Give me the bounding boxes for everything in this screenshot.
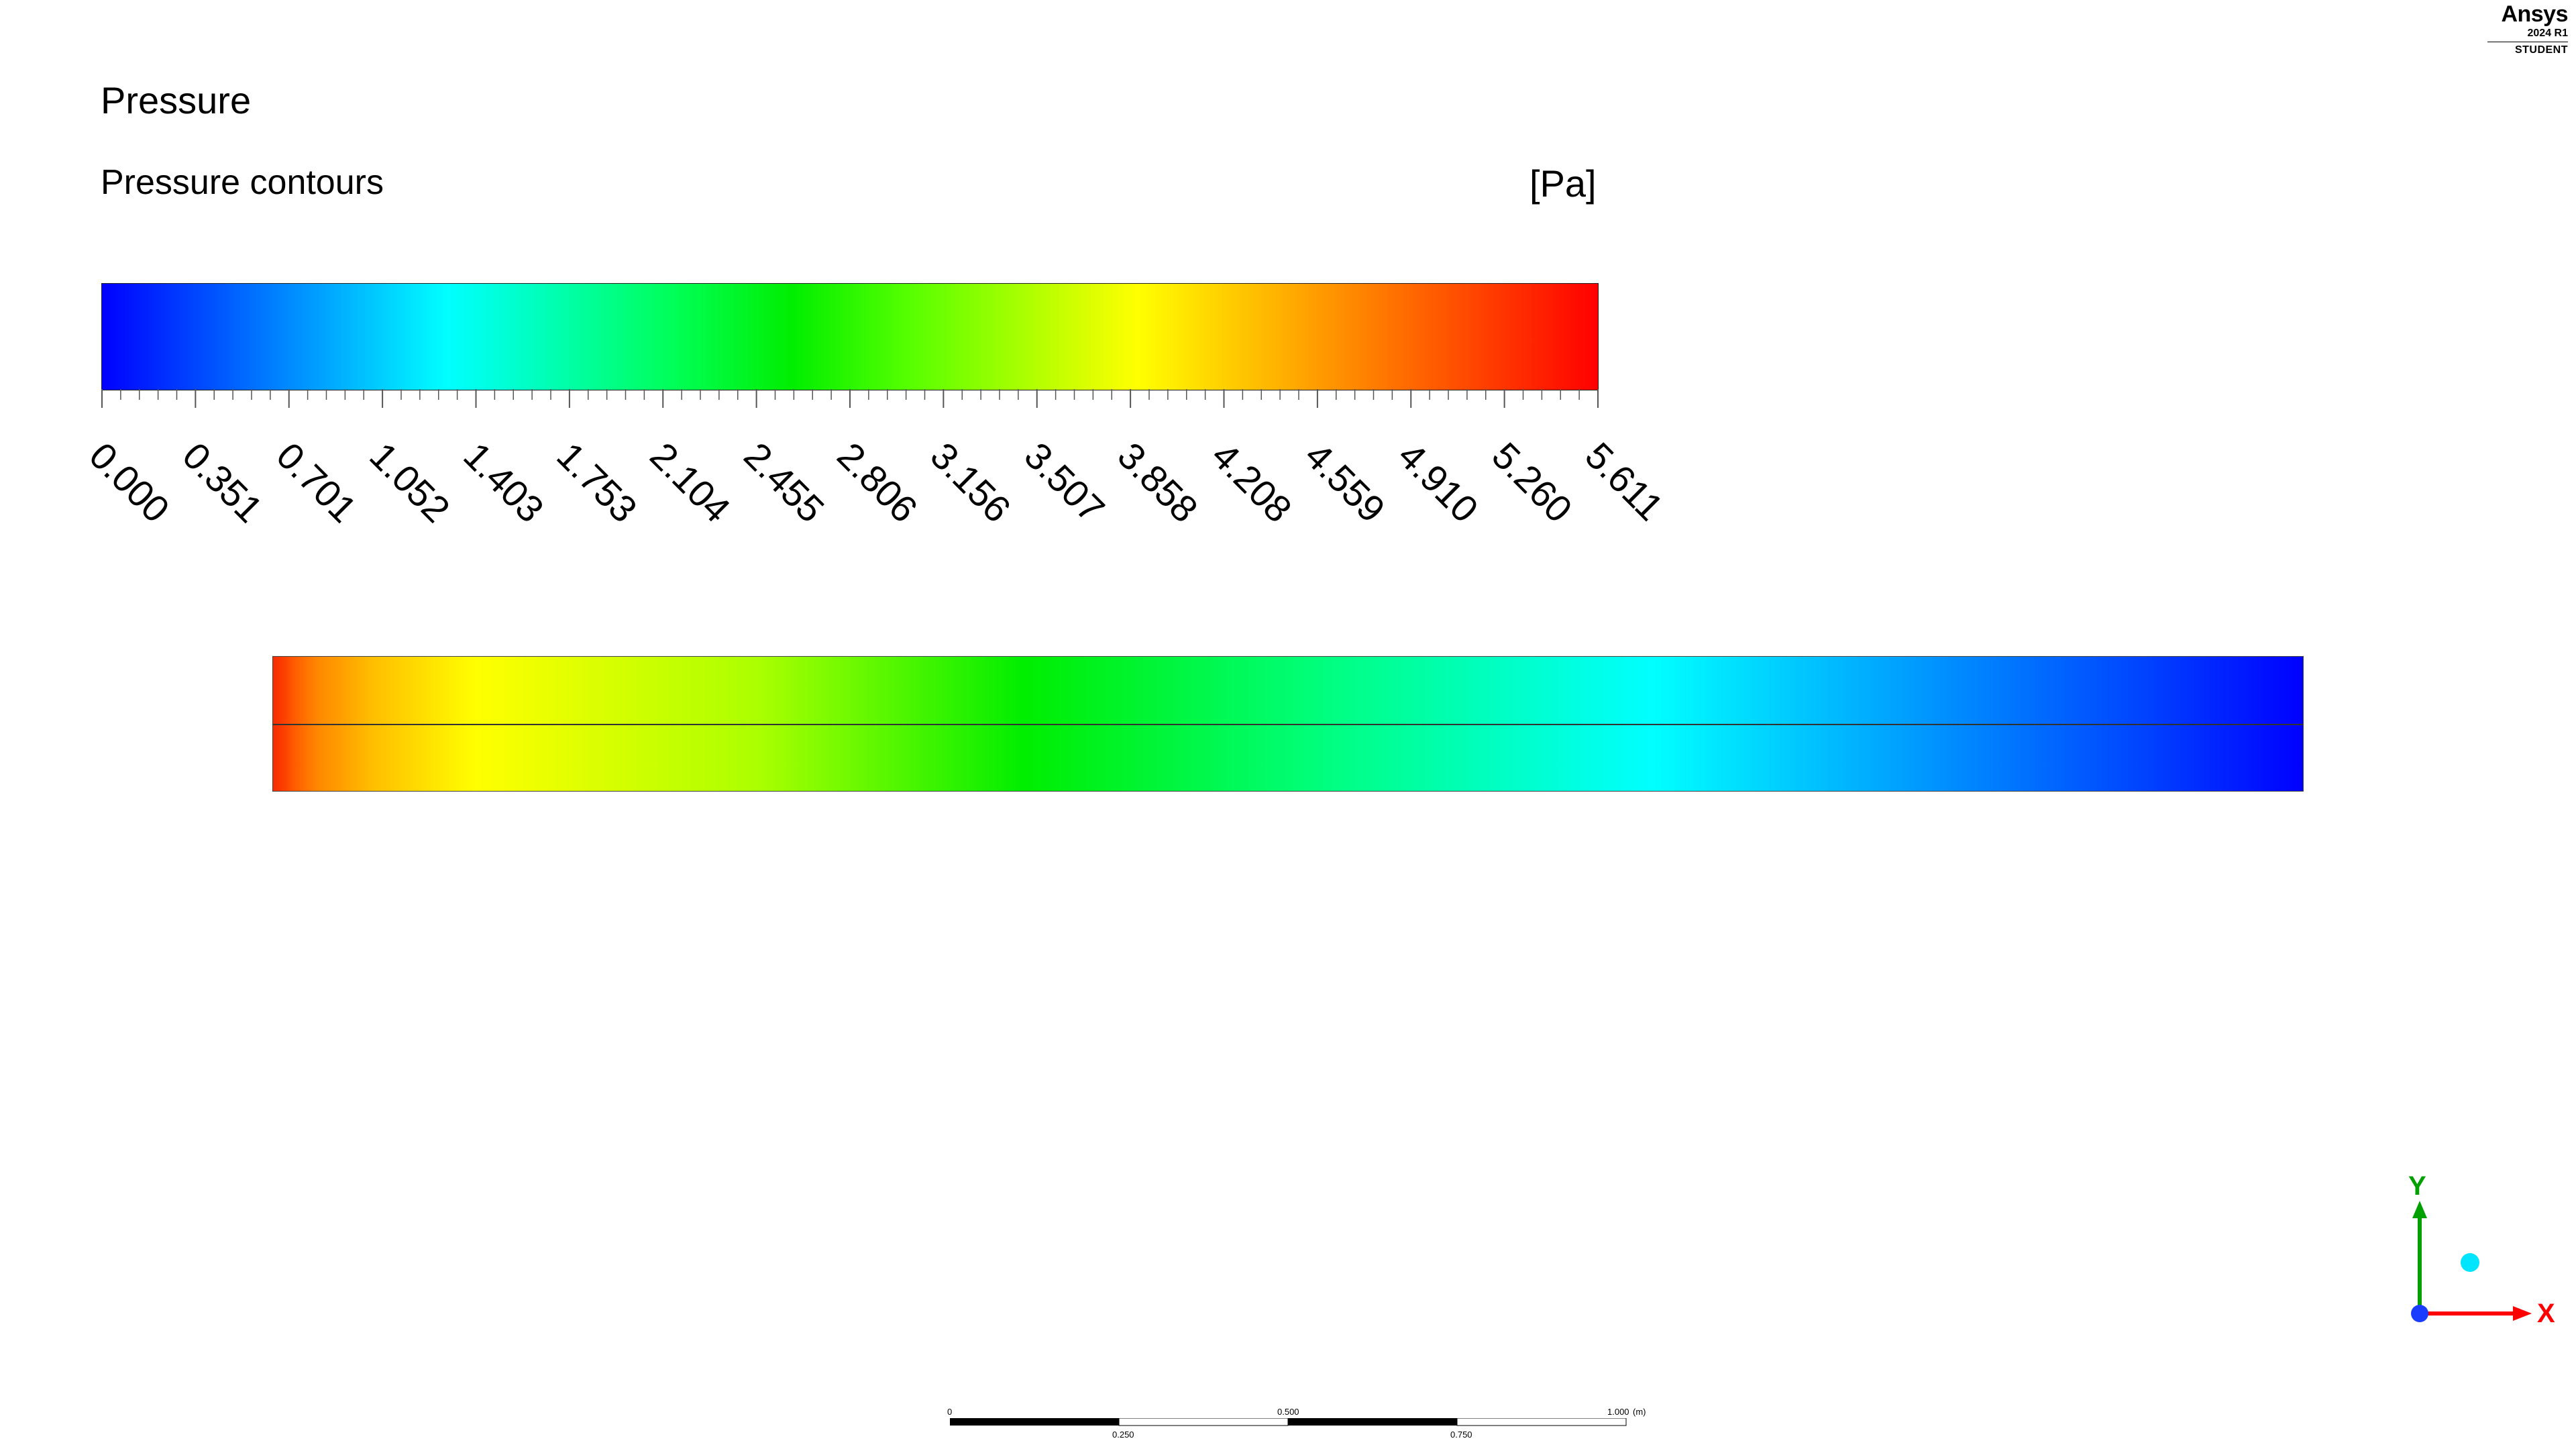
legend-tick-marks xyxy=(101,389,1599,408)
legend-tick-label: 2.104 xyxy=(642,434,739,531)
legend-tick-label: 5.611 xyxy=(1577,434,1672,529)
pressure-contour-domain[interactable] xyxy=(272,656,2304,792)
ruler-label-end: 1.000 xyxy=(1607,1407,1629,1417)
ansys-branding: Ansys 2024 R1 STUDENT xyxy=(2487,1,2569,56)
x-axis-label: X xyxy=(2537,1299,2555,1328)
ruler-label-0: 0 xyxy=(947,1407,953,1417)
ruler-units: (m) xyxy=(1633,1407,1646,1417)
legend-tick-label: 1.052 xyxy=(362,434,459,531)
y-axis-label: Y xyxy=(2408,1171,2426,1201)
scale-ruler: 0 0.500 1.000 (m) 0.250 0.750 xyxy=(939,1402,1664,1442)
legend-tick-label: 2.806 xyxy=(829,434,926,531)
x-arrowhead xyxy=(2513,1306,2532,1321)
legend-tick-label: 1.403 xyxy=(455,434,552,531)
legend-tick-label: 3.507 xyxy=(1016,434,1113,531)
origin-marker-icon xyxy=(2411,1305,2428,1322)
ruler-segment-2 xyxy=(1118,1418,1289,1426)
version-label: 2024 R1 xyxy=(2527,28,2569,39)
legend-tick-label: 3.858 xyxy=(1110,434,1207,531)
ansys-logo: Ansys xyxy=(2501,1,2568,27)
legend-tick-label: 4.559 xyxy=(1297,434,1393,531)
y-arrowhead xyxy=(2412,1201,2427,1218)
legend-colorbar xyxy=(101,283,1599,390)
ruler-label-mid: 0.500 xyxy=(1277,1407,1299,1417)
contour-subtitle: Pressure contours xyxy=(101,163,384,202)
legend-tick-label: 0.701 xyxy=(268,434,365,531)
ruler-segment-3 xyxy=(1288,1418,1457,1426)
legend-tick-label: 2.455 xyxy=(735,434,833,531)
ruler-label-quarter: 0.250 xyxy=(1112,1430,1134,1440)
legend-tick-label: 4.910 xyxy=(1390,434,1487,531)
legend-tick-label: 4.208 xyxy=(1203,434,1300,531)
units-label: [Pa] xyxy=(1529,162,1597,205)
edition-label: STUDENT xyxy=(2514,44,2568,56)
ruler-label-three-quarter: 0.750 xyxy=(1450,1430,1472,1440)
view-sphere-icon xyxy=(2461,1253,2479,1272)
legend-tick-label: 3.156 xyxy=(922,434,1020,531)
legend-tick-label: 1.753 xyxy=(549,434,645,531)
legend-tick-label: 0.000 xyxy=(81,434,178,531)
legend-tick-label: 0.351 xyxy=(174,434,272,531)
legend-tick-label: 5.260 xyxy=(1483,434,1580,531)
domain-centerline xyxy=(273,724,2303,725)
ruler-segment-1 xyxy=(950,1418,1119,1426)
contour-title: Pressure xyxy=(101,79,252,121)
ruler-bar xyxy=(950,1418,1627,1426)
triad-graphic xyxy=(2411,1201,2532,1322)
ruler-segment-4 xyxy=(1456,1418,1627,1426)
axis-triad: Y X xyxy=(2388,1171,2563,1335)
